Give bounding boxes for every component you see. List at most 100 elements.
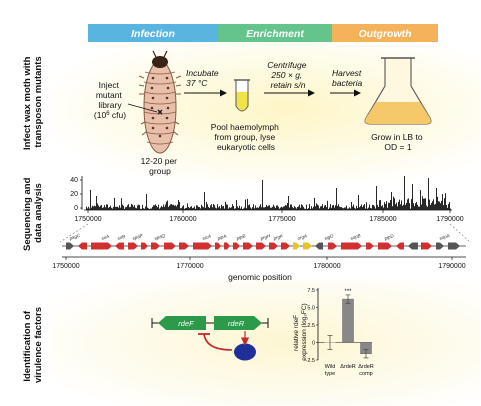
read-count-bar [215, 207, 216, 210]
read-count-bar [308, 208, 309, 210]
read-count-bar [417, 204, 418, 210]
read-count-bar [171, 204, 172, 210]
read-count-bar [114, 198, 115, 210]
gene-arrow [243, 242, 253, 250]
read-count-bar [359, 207, 360, 210]
read-count-bar [346, 205, 347, 210]
tube-icon [234, 79, 250, 112]
read-count-bar [320, 206, 321, 210]
read-count-bar [405, 204, 406, 210]
read-count-bar [315, 206, 316, 210]
read-count-bar [161, 205, 162, 210]
phase-bar: Infection Enrichment Outgrowth [88, 24, 438, 42]
read-count-bar [117, 206, 118, 210]
read-count-bar [397, 206, 398, 210]
read-count-bar [189, 208, 190, 210]
gene-label: spaP [132, 233, 144, 241]
read-count-bar [187, 203, 188, 210]
read-count-bar [361, 204, 362, 210]
regulator-protein-icon [234, 343, 256, 361]
gene-arrow [193, 242, 212, 250]
read-count-bar [355, 208, 356, 210]
read-count-bar [293, 208, 294, 210]
zoom-lines [59, 223, 471, 243]
read-count-bar [111, 207, 112, 210]
gene-arrow [179, 242, 189, 250]
read-count-bar [246, 208, 247, 210]
read-count-bar [88, 206, 89, 210]
read-count-bar [432, 201, 433, 210]
inject-label: Inject mutant library [96, 80, 124, 110]
read-count-bar [373, 204, 374, 210]
read-count-bar [310, 208, 311, 210]
incubate-label: Incubate 37 °C [186, 68, 221, 88]
read-count-bar [89, 208, 90, 210]
read-count-bar [420, 190, 421, 210]
read-count-bar [333, 204, 334, 210]
read-count-bar [155, 204, 156, 210]
chart-category-label: type [325, 371, 335, 377]
read-count-bar [418, 206, 419, 210]
read-count-bar [387, 207, 388, 210]
read-count-bar [107, 204, 108, 210]
read-count-bar [195, 208, 196, 210]
read-count-bar [356, 205, 357, 210]
read-count-bar [148, 208, 149, 210]
read-count-bar [206, 201, 207, 210]
read-count-bar [109, 206, 110, 210]
phase-infection [88, 24, 218, 42]
gene-xtick-marks [65, 257, 453, 260]
row2-label-line2: data analysis [33, 183, 44, 243]
gene-arrow [115, 242, 124, 250]
read-count-bar [414, 206, 415, 210]
seq-xtick-1: 1750000 [74, 216, 101, 223]
read-count-bar [369, 204, 370, 210]
gene-label: sirA [101, 234, 110, 241]
read-count-bar [151, 208, 152, 210]
read-count-bar [234, 208, 235, 210]
read-count-bar [217, 204, 218, 210]
read-count-bar [343, 208, 344, 210]
read-count-bar [106, 204, 107, 210]
read-count-bar [371, 208, 372, 210]
read-count-bar [363, 205, 364, 210]
read-count-bar [150, 208, 151, 210]
read-count-bar [181, 208, 182, 210]
read-count-bar [345, 207, 346, 210]
read-count-bar [95, 206, 96, 210]
read-count-bar [147, 207, 148, 210]
read-count-bar [271, 207, 272, 210]
read-count-bar [269, 205, 270, 210]
read-count-bar [198, 206, 199, 210]
read-count-bar [329, 207, 330, 210]
read-count-bar [211, 204, 212, 210]
read-count-bar [197, 205, 198, 210]
read-count-bar [347, 208, 348, 210]
gene-label: sicA [202, 234, 212, 241]
read-count-bar [128, 204, 129, 210]
chart-significance: *** [344, 289, 352, 295]
read-count-bar [384, 202, 385, 210]
read-count-bar [123, 205, 124, 210]
gene-arrow [66, 242, 74, 250]
read-count-bar [409, 203, 410, 210]
read-count-bar [87, 208, 88, 210]
read-count-bar [263, 207, 264, 210]
gene-label: pipD [383, 233, 395, 241]
read-count-bar [142, 204, 143, 210]
read-count-bar [235, 208, 236, 210]
read-count-bar [130, 206, 131, 210]
read-count-bar [178, 200, 179, 210]
read-count-bar [442, 194, 443, 210]
read-count-bar [273, 204, 274, 210]
read-count-bar [228, 208, 229, 210]
read-count-bar [437, 196, 438, 210]
read-count-bar [200, 208, 201, 210]
seq-ytick-0: 0 [74, 205, 78, 212]
read-count-bar [202, 206, 203, 210]
larva-icon [138, 50, 182, 154]
read-count-bar [243, 208, 244, 210]
gene-arrow [78, 242, 87, 250]
read-count-bar [188, 207, 189, 210]
gene-label: sigD [324, 233, 335, 241]
